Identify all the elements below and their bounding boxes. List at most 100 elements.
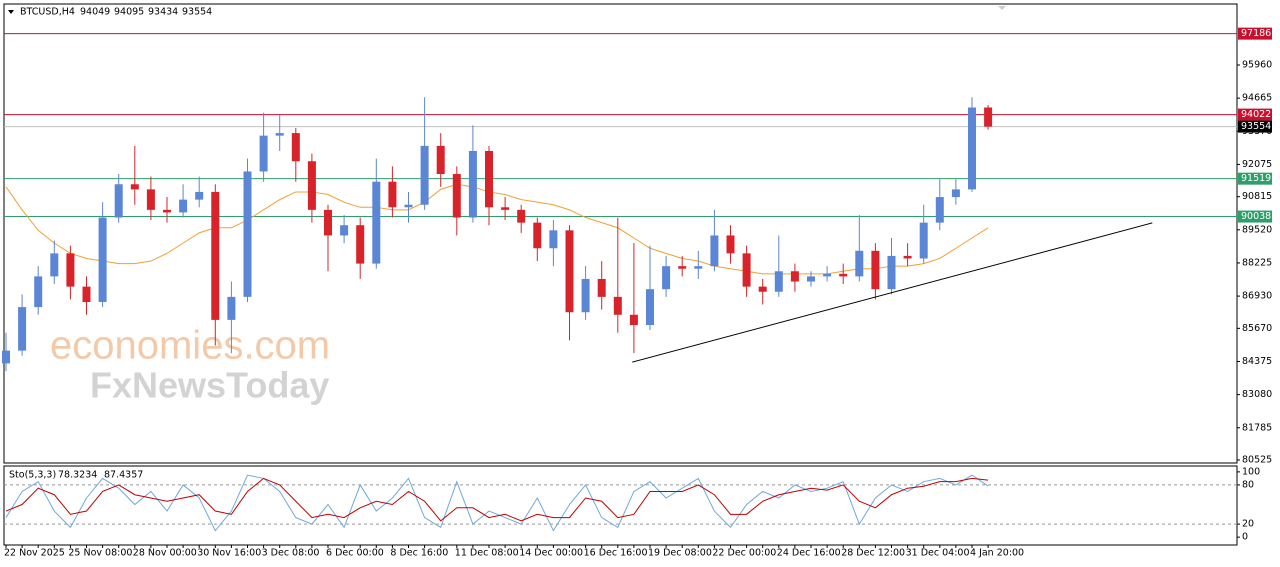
candle-body [98,217,107,302]
y-tick-label: 89520 [1242,224,1272,235]
x-tick-label: 31 Dec 04:00 [906,548,970,559]
candle-body [66,253,75,287]
candle-body [324,209,332,236]
candle-body [646,289,654,326]
indicator-y-tick-label: 100 [1242,466,1260,477]
candle-body [195,191,204,200]
trendline [632,222,1153,363]
x-tick-label: 14 Dec 00:00 [519,548,583,559]
y-tick-label: 88225 [1242,257,1272,268]
x-tick-label: 28 Nov 00:00 [133,548,197,559]
candle-body [919,222,928,259]
symbol-title: BTCUSD,H4 [20,7,75,18]
candle-body [372,181,381,264]
candle-body [340,225,349,236]
indicator-value: 87.4357 [104,470,143,481]
candle-body [758,286,767,292]
candle-body [130,184,139,190]
candle-body [984,107,993,127]
header-value: 93554 [182,7,212,18]
candle-body [2,350,10,364]
candle-body [533,222,542,249]
level-tag-label: 94022 [1241,109,1271,120]
header-value: 94049 [80,7,110,18]
candle-body [436,145,445,175]
level-tag [1238,172,1272,185]
candle-body [356,225,365,264]
candle-body [34,276,43,308]
candle-body [420,145,429,205]
candle-body [275,133,284,136]
candle-body [388,181,397,208]
menu-arrow [8,10,14,14]
indicator-line [5,477,989,522]
candle-body [307,161,316,210]
candle-body [517,209,526,223]
candle-body [951,189,960,198]
candle-body [710,235,719,267]
candle-body [823,273,832,277]
candle-body [807,276,815,282]
candle-body [565,230,574,313]
candle-body [742,253,751,287]
level-tag-label: 97186 [1241,28,1271,39]
candle-body [662,266,671,290]
candle-body [259,135,268,172]
candle-body [790,271,799,282]
candle-body [613,296,622,315]
candle-body [855,250,864,277]
x-tick-label: 16 Dec 16:00 [584,548,648,559]
candle-body [50,253,59,277]
candle-body [82,286,91,302]
y-tick-label: 90815 [1242,191,1272,202]
level-tag [1238,108,1272,121]
candle-body [468,150,477,218]
x-tick-label: 19 Dec 08:00 [648,548,712,559]
candle-body [887,255,896,290]
watermark: economies.com [50,324,330,368]
candle-body [678,266,687,269]
x-tick-label: 3 Dec 08:00 [262,548,320,559]
indicator-frame [3,465,1238,546]
level-tag [1238,210,1272,223]
y-tick-label: 94665 [1242,93,1272,104]
indicator-y-tick-label: 0 [1242,532,1248,543]
candle-body [243,171,252,297]
candle-body [291,133,300,162]
candle-body [629,314,638,326]
candle-body [114,184,123,218]
x-tick-label: 24 Dec 16:00 [777,548,841,559]
candle-body [871,250,880,290]
candle-body [903,255,912,259]
level-tag [1238,120,1272,133]
y-tick-label: 95960 [1242,60,1272,71]
y-tick-label: 85670 [1242,323,1272,334]
main-frame [3,3,1238,464]
y-tick-label: 83080 [1242,389,1272,400]
candle-body [549,230,558,249]
indicator-y-tick-label: 80 [1242,479,1254,490]
indicator-title: Sto(5,3,3) [9,470,56,481]
x-tick-label: 22 Nov 2025 [4,548,65,559]
indicator-line [5,474,989,532]
x-tick-label: 28 Dec 12:00 [841,548,905,559]
moving-average [5,183,989,275]
candle-body [774,271,783,292]
y-tick-label: 86930 [1242,291,1272,302]
level-tag-label: 91519 [1241,173,1271,184]
candle-body [581,278,590,313]
candle-body [968,107,976,190]
candle-body [597,278,606,297]
x-tick-label: 8 Dec 16:00 [390,548,448,559]
candle-body [404,204,413,208]
indicator-y-tick-label: 20 [1242,519,1254,530]
candle-body [452,174,461,218]
candle-body [726,235,735,254]
level-tag-label: 93554 [1241,121,1271,132]
candle-body [211,191,220,320]
candle-body [501,207,510,210]
x-tick-label: 22 Dec 00:00 [712,548,776,559]
watermark: FxNewsToday [90,365,329,406]
